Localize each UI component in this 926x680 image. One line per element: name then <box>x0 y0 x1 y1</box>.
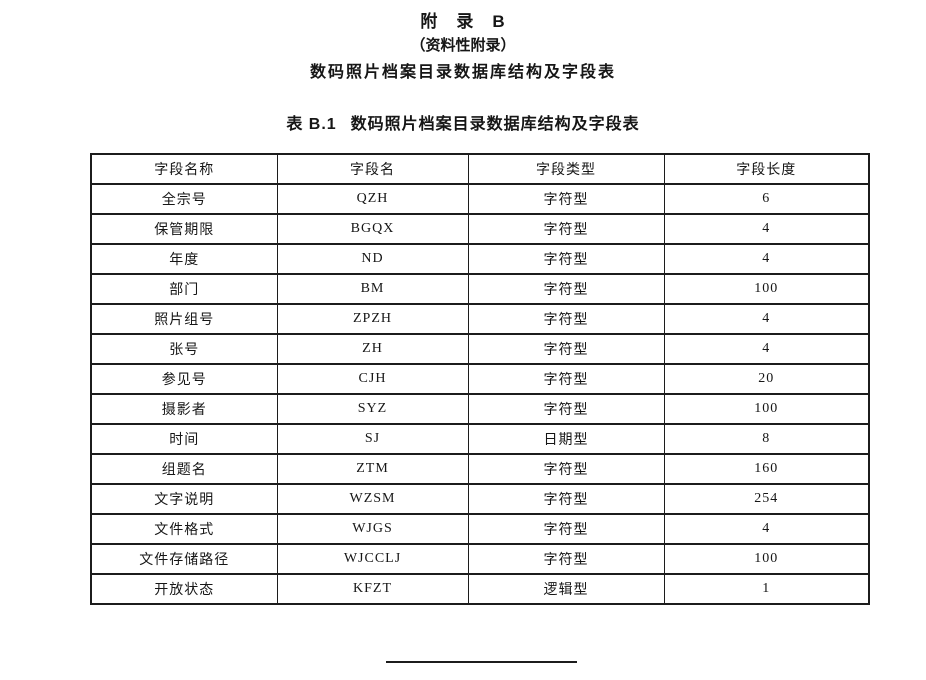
table-cell: 字符型 <box>467 183 665 215</box>
table-cell: 100 <box>663 273 870 305</box>
table-cell: 字符型 <box>467 483 665 515</box>
table-cell: 100 <box>663 393 870 425</box>
table-cell: 组题名 <box>90 453 278 485</box>
table-cell: 160 <box>663 453 870 485</box>
table-cell: 4 <box>663 513 870 545</box>
table-header-row: 字段名称 字段名 字段类型 字段长度 <box>90 153 870 185</box>
table-cell: ZTM <box>276 453 469 485</box>
table-cell: 张号 <box>90 333 278 365</box>
table-body: 全宗号 QZH 字符型 6 保管期限 BGQX 字符型 4 年度 ND 字符型 4 部门 BM 字符型 100… <box>90 183 870 605</box>
table-cell: WZSM <box>276 483 469 515</box>
table-cell: 字符型 <box>467 363 665 395</box>
table-row: 文件存储路径 WJCCLJ 字符型 100 <box>90 543 870 575</box>
table-row: 张号 ZH 字符型 4 <box>90 333 870 365</box>
table-cell: 摄影者 <box>90 393 278 425</box>
table-row: 年度 ND 字符型 4 <box>90 243 870 275</box>
table-cell: 字符型 <box>467 393 665 425</box>
table-cell: 254 <box>663 483 870 515</box>
column-header-field-type: 字段类型 <box>467 153 665 185</box>
table-cell: 字符型 <box>467 453 665 485</box>
table-row: 全宗号 QZH 字符型 6 <box>90 183 870 215</box>
table-cell: ZPZH <box>276 303 469 335</box>
table-cell: SJ <box>276 423 469 455</box>
table-cell: 字符型 <box>467 543 665 575</box>
table-cell: 文件存储路径 <box>90 543 278 575</box>
table-cell: 保管期限 <box>90 213 278 245</box>
table-cell: 100 <box>663 543 870 575</box>
table-cell: 4 <box>663 213 870 245</box>
table-row: 文字说明 WZSM 字符型 254 <box>90 483 870 515</box>
table-row: 部门 BM 字符型 100 <box>90 273 870 305</box>
table-cell: 字符型 <box>467 333 665 365</box>
table-row: 保管期限 BGQX 字符型 4 <box>90 213 870 245</box>
table-cell: 4 <box>663 333 870 365</box>
table-row: 参见号 CJH 字符型 20 <box>90 363 870 395</box>
end-of-document-rule <box>386 661 577 663</box>
appendix-note: （资料性附录） <box>410 37 516 54</box>
field-table: 字段名称 字段名 字段类型 字段长度 全宗号 QZH 字符型 6 保管期限 BGQX 字符型… <box>90 153 870 605</box>
table-cell: BM <box>276 273 469 305</box>
table-cell: 参见号 <box>90 363 278 395</box>
table-cell: BGQX <box>276 213 469 245</box>
column-header-field-code: 字段名 <box>276 153 469 185</box>
table-row: 摄影者 SYZ 字符型 100 <box>90 393 870 425</box>
table-cell: 字符型 <box>467 213 665 245</box>
table-row: 照片组号 ZPZH 字符型 4 <box>90 303 870 335</box>
table-cell: 时间 <box>90 423 278 455</box>
table-row: 开放状态 KFZT 逻辑型 1 <box>90 573 870 605</box>
appendix-heading: 附 录 B <box>420 12 506 31</box>
column-header-field-name-cn: 字段名称 <box>90 153 278 185</box>
table-cell: 字符型 <box>467 303 665 335</box>
table-cell: 全宗号 <box>90 183 278 215</box>
table-cell: QZH <box>276 183 469 215</box>
table-caption-label: 表 B.1 <box>286 116 337 133</box>
table-row: 组题名 ZTM 字符型 160 <box>90 453 870 485</box>
table-cell: 日期型 <box>467 423 665 455</box>
table-cell: 字符型 <box>467 243 665 275</box>
table-cell: 20 <box>663 363 870 395</box>
table-cell: 文字说明 <box>90 483 278 515</box>
table-cell: 4 <box>663 303 870 335</box>
table-cell: 6 <box>663 183 870 215</box>
appendix-title: 数码照片档案目录数据库结构及字段表 <box>309 64 616 81</box>
table-cell: 1 <box>663 573 870 605</box>
table-cell: WJGS <box>276 513 469 545</box>
table-cell: CJH <box>276 363 469 395</box>
table-cell: ND <box>276 243 469 275</box>
table-cell: ZH <box>276 333 469 365</box>
table-cell: 4 <box>663 243 870 275</box>
table-cell: KFZT <box>276 573 469 605</box>
table-cell: 逻辑型 <box>467 573 665 605</box>
table-cell: 年度 <box>90 243 278 275</box>
table-caption: 表 B.1 数码照片档案目录数据库结构及字段表 <box>0 110 926 134</box>
table-cell: 文件格式 <box>90 513 278 545</box>
table-caption-title: 数码照片档案目录数据库结构及字段表 <box>350 116 640 133</box>
table-cell: 部门 <box>90 273 278 305</box>
table-row: 文件格式 WJGS 字符型 4 <box>90 513 870 545</box>
column-header-field-length: 字段长度 <box>663 153 870 185</box>
table-cell: WJCCLJ <box>276 543 469 575</box>
table-row: 时间 SJ 日期型 8 <box>90 423 870 455</box>
table-cell: 照片组号 <box>90 303 278 335</box>
table-cell: SYZ <box>276 393 469 425</box>
table-cell: 开放状态 <box>90 573 278 605</box>
table-cell: 8 <box>663 423 870 455</box>
table-cell: 字符型 <box>467 273 665 305</box>
table-cell: 字符型 <box>467 513 665 545</box>
